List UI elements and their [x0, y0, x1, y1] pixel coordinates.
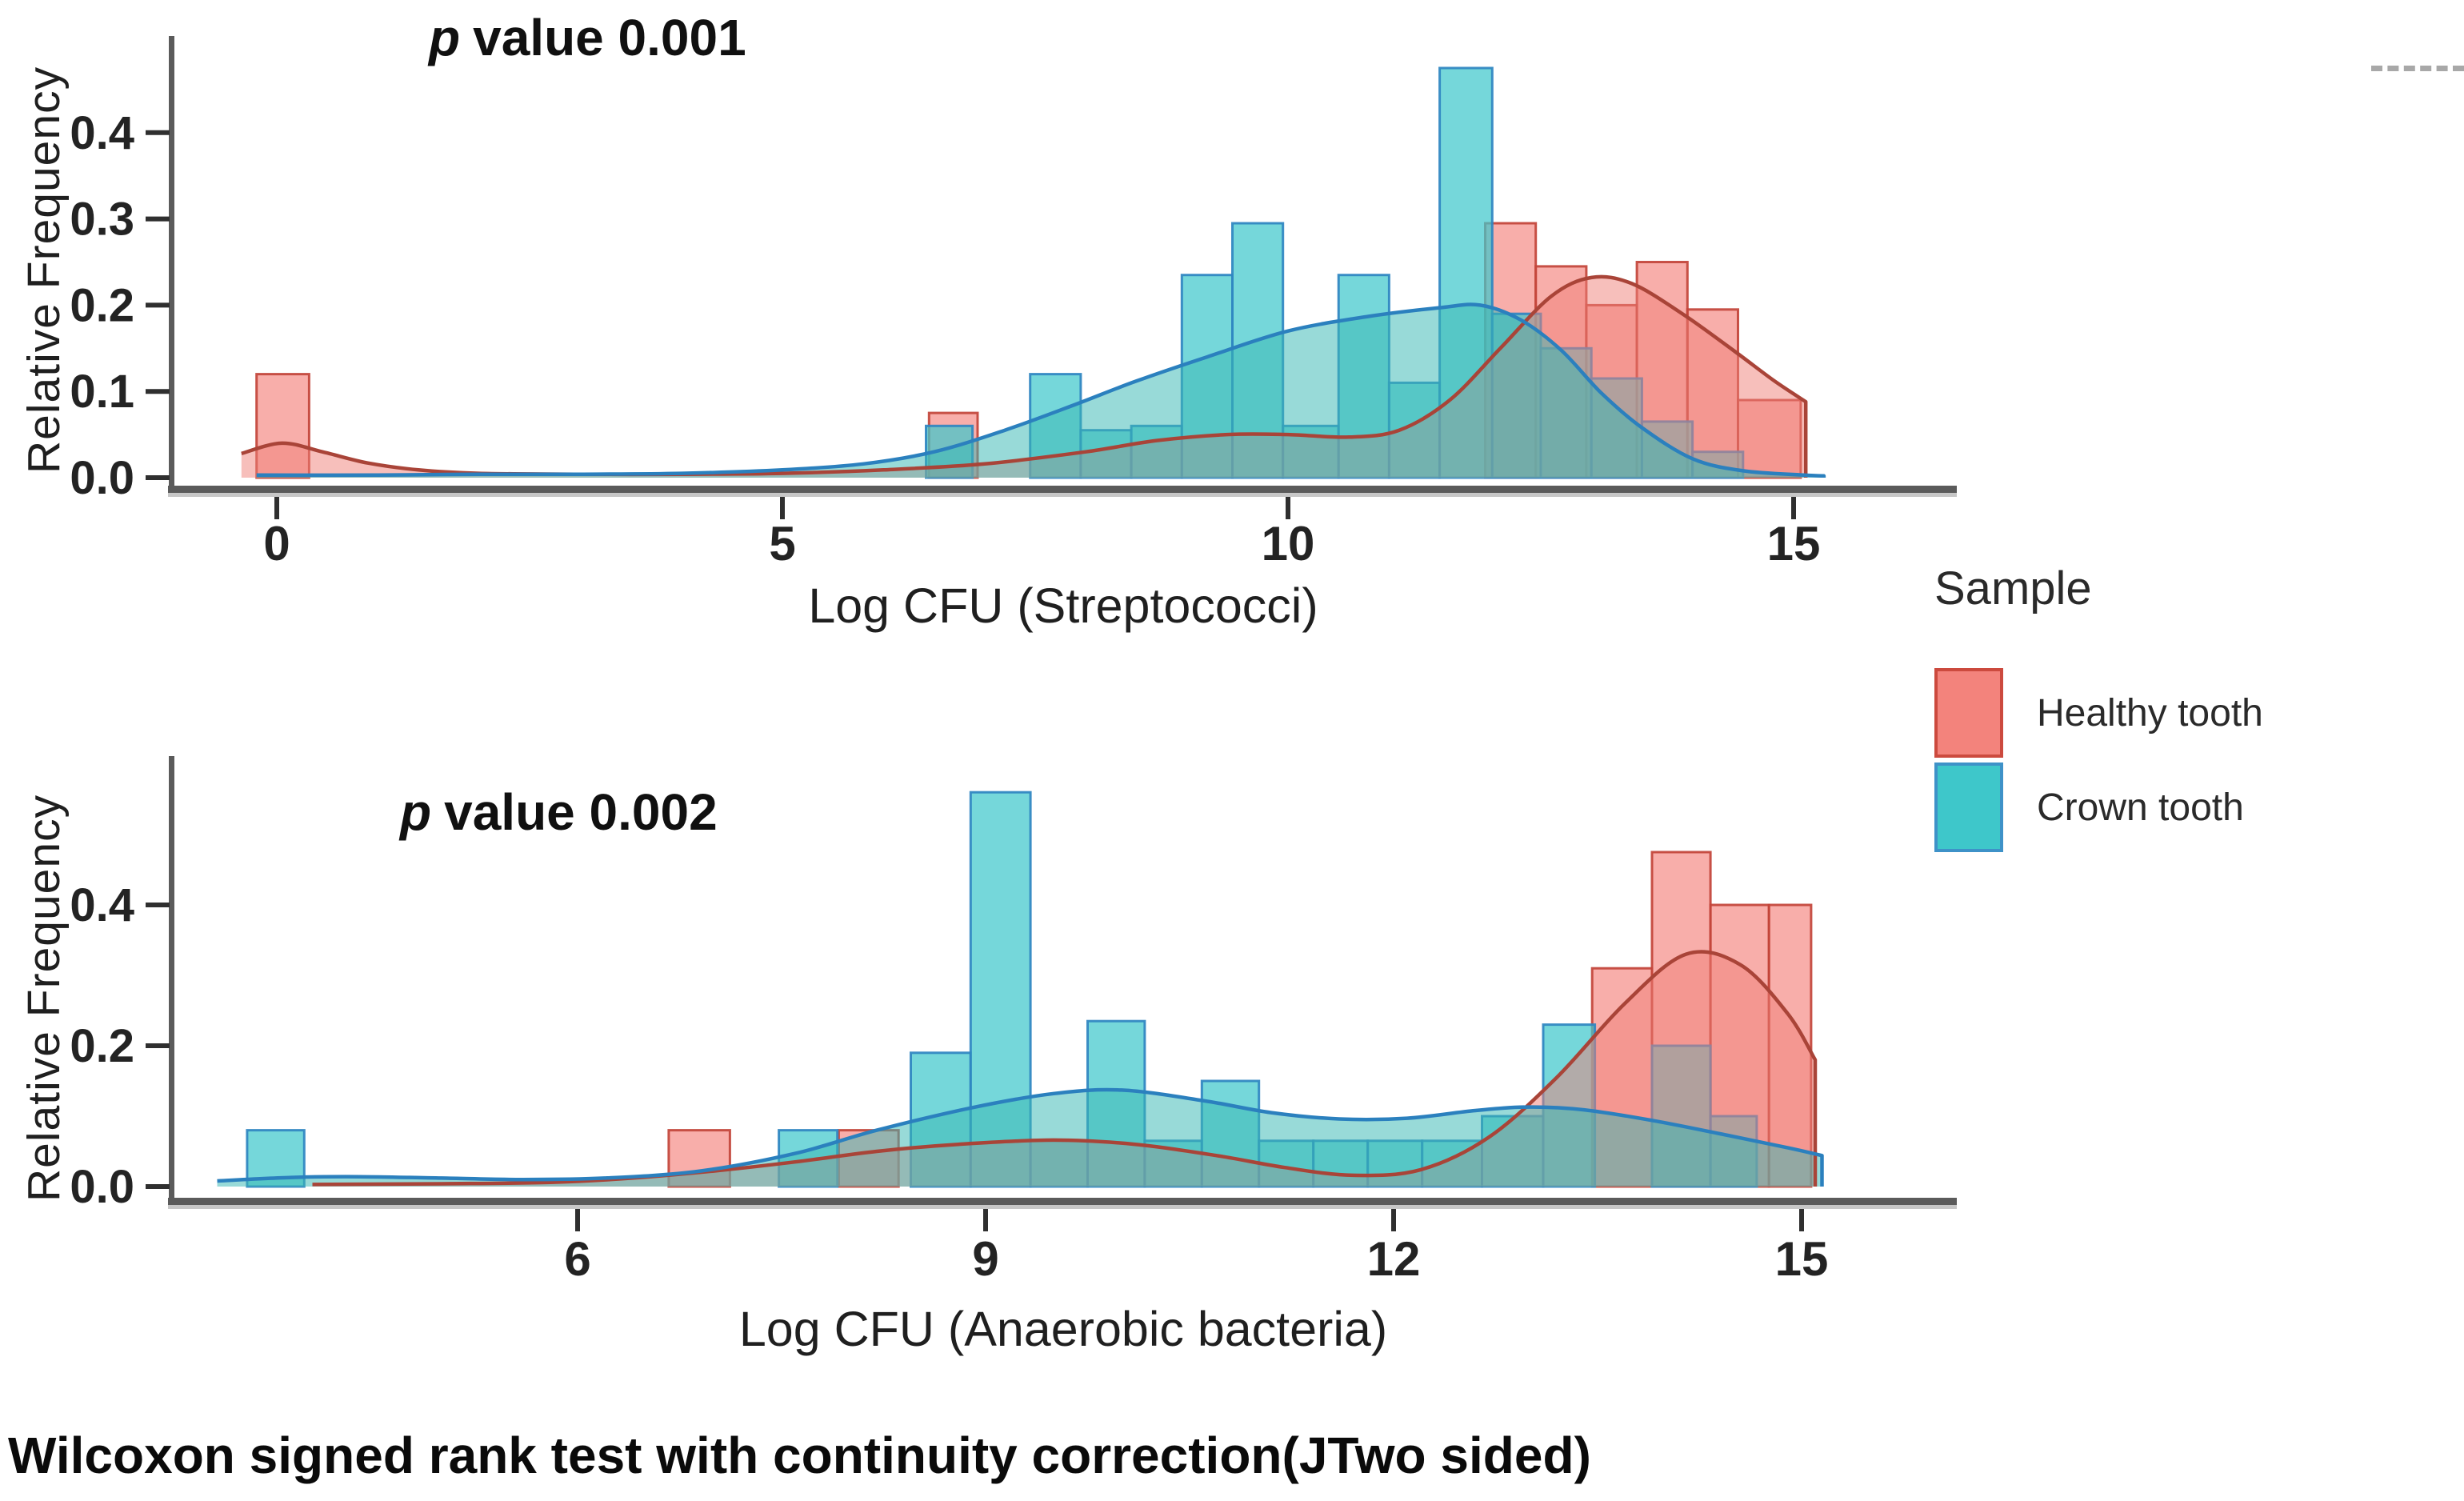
svg-text:15: 15: [1767, 517, 1821, 570]
p-value-bottom: p value 0.002: [400, 783, 718, 842]
caption: Wilcoxon signed rank test with continuit…: [8, 1427, 1591, 1484]
p-italic: p: [400, 783, 432, 841]
crown-tooth-swatch: [1934, 763, 2003, 852]
legend-item-crown-tooth: Crown tooth: [1934, 763, 2263, 852]
healthy-tooth-swatch: [1934, 668, 2003, 758]
svg-text:0.2: 0.2: [70, 1020, 134, 1072]
p-text: value 0.002: [444, 783, 718, 841]
svg-text:0.4: 0.4: [70, 879, 134, 931]
p-italic: p: [429, 9, 461, 66]
svg-text:0.3: 0.3: [70, 194, 134, 246]
svg-text:5: 5: [769, 517, 795, 570]
y-axis-title-bottom: Relative Frequency: [18, 794, 70, 1202]
svg-text:0.2: 0.2: [70, 279, 134, 331]
svg-text:10: 10: [1262, 517, 1315, 570]
svg-text:0.0: 0.0: [70, 1161, 134, 1213]
x-axis-title-bottom: Log CFU (Anaerobic bacteria): [738, 1302, 1388, 1356]
svg-text:0.4: 0.4: [70, 107, 134, 159]
svg-text:0.0: 0.0: [70, 452, 134, 504]
legend: Sample Healthy tooth Crown tooth: [1934, 562, 2263, 852]
x-axis-title-top: Log CFU (Streptococci): [808, 578, 1318, 633]
svg-text:12: 12: [1367, 1232, 1421, 1286]
legend-label: Healthy tooth: [2037, 691, 2263, 734]
svg-text:9: 9: [972, 1232, 998, 1286]
svg-text:0.1: 0.1: [70, 366, 134, 418]
legend-item-healthy-tooth: Healthy tooth: [1934, 668, 2263, 758]
y-axis-title-top: Relative Frequency: [18, 66, 70, 474]
svg-text:0: 0: [263, 517, 290, 570]
svg-text:6: 6: [564, 1232, 590, 1286]
svg-text:15: 15: [1775, 1232, 1829, 1286]
p-value-top: p value 0.001: [429, 8, 746, 67]
legend-label: Crown tooth: [2037, 786, 2244, 829]
p-text: value 0.001: [473, 9, 746, 66]
dashed-line-artifact: [2371, 66, 2464, 71]
legend-title: Sample: [1934, 562, 2092, 614]
